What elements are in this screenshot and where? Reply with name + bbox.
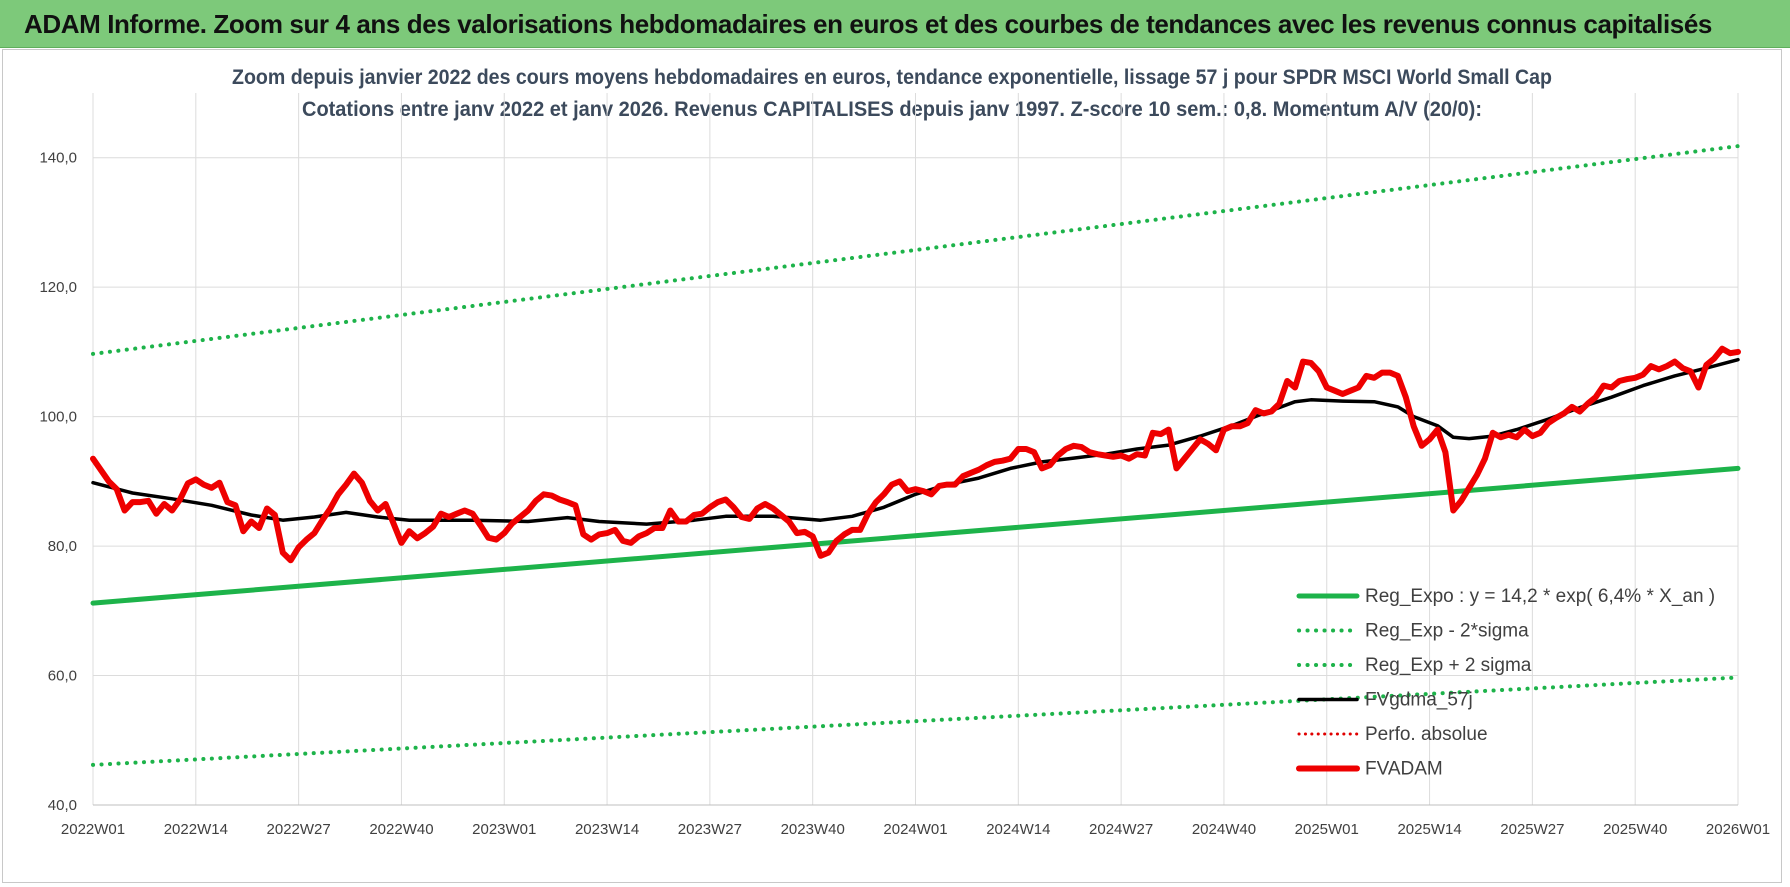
x-tick-label: 2025W27 [1500, 821, 1564, 838]
x-tick-label: 2023W27 [678, 821, 742, 838]
x-tick-label: 2026W01 [1706, 821, 1770, 838]
y-tick-label: 100,0 [39, 409, 77, 426]
x-tick-label: 2022W40 [369, 821, 433, 838]
x-tick-label: 2023W01 [472, 821, 536, 838]
x-tick-label: 2024W27 [1089, 821, 1153, 838]
series-line-5 [90, 345, 1741, 564]
x-tick-label: 2025W14 [1397, 821, 1461, 838]
y-axis: 40,0 60,0 80,0 100,0 120,0 140,0 [39, 150, 77, 814]
x-tick-label: 2022W14 [164, 821, 228, 838]
chart-legend: Reg_Expo : y = 14,2 * exp( 6,4% * X_an )… [1296, 586, 1715, 780]
x-tick-label: 2024W14 [986, 821, 1050, 838]
x-tick-label: 2022W01 [61, 821, 125, 838]
chart-grid [92, 93, 1739, 806]
chart-area: Zoom depuis janvier 2022 des cours moyen… [39, 66, 1770, 838]
chart-subtitle: Cotations entre janv 2022 et janv 2026. … [302, 98, 1482, 121]
x-tick-label: 2025W01 [1295, 821, 1359, 838]
header-banner: ADAM Informe. Zoom sur 4 ans des valoris… [0, 0, 1790, 48]
legend-label: FVgdma_57j [1365, 690, 1473, 711]
y-tick-label: 140,0 [39, 150, 77, 167]
page-title: ADAM Informe. Zoom sur 4 ans des valoris… [24, 9, 1712, 39]
legend-label: Reg_Exp + 2 sigma [1365, 655, 1532, 676]
chart-frame: Zoom depuis janvier 2022 des cours moyen… [2, 49, 1782, 883]
y-tick-label: 40,0 [48, 797, 77, 814]
x-tick-label: 2023W40 [781, 821, 845, 838]
legend-label: FVADAM [1365, 759, 1443, 780]
x-axis: 2022W01 2022W14 2022W27 2022W40 2023W01 2023W… [61, 821, 1770, 838]
chart-title: Zoom depuis janvier 2022 des cours moyen… [232, 66, 1552, 89]
series-line-1 [91, 675, 1740, 767]
y-tick-label: 60,0 [48, 668, 77, 685]
chart-lines [90, 144, 1741, 767]
x-tick-label: 2023W14 [575, 821, 639, 838]
legend-label: Reg_Expo : y = 14,2 * exp( 6,4% * X_an ) [1365, 586, 1715, 607]
x-tick-label: 2022W27 [267, 821, 331, 838]
x-tick-label: 2024W40 [1192, 821, 1256, 838]
y-tick-label: 80,0 [48, 538, 77, 555]
y-tick-label: 120,0 [39, 279, 77, 296]
legend-label: Perfo. absolue [1365, 724, 1488, 745]
x-tick-label: 2024W01 [883, 821, 947, 838]
x-tick-label: 2025W40 [1603, 821, 1667, 838]
legend-label: Reg_Exp - 2*sigma [1365, 621, 1529, 642]
